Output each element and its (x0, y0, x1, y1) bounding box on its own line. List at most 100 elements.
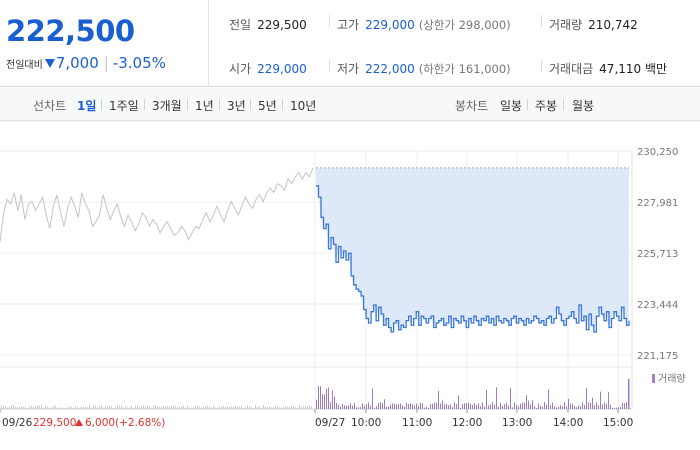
prev-day-date: 09/26 (2, 417, 33, 429)
period-1y[interactable]: 1년 (195, 99, 214, 113)
volume-bar (350, 403, 351, 409)
period-3y[interactable]: 3년 (227, 99, 246, 113)
change-label: 전일대비 (6, 60, 43, 71)
period-1w[interactable]: 1주일 (109, 99, 139, 113)
period-5y[interactable]: 5년 (258, 99, 277, 113)
stat-open: 시가 229,000 (229, 60, 307, 77)
volume-bar (358, 407, 359, 409)
volume-bar (5, 406, 6, 409)
volume-bar (43, 407, 44, 409)
volume-bar (602, 404, 603, 409)
volume-bar (233, 406, 234, 409)
volume-bar (291, 406, 292, 409)
volume-bar (620, 407, 621, 409)
volume-bar (183, 405, 184, 409)
y-tick-label: 221,175 (637, 351, 678, 362)
volume-bar (556, 407, 557, 409)
volume-bar (492, 402, 493, 409)
candle-daily[interactable]: 일봉 (500, 99, 523, 113)
volume-bar (21, 406, 22, 409)
period-10y[interactable]: 10년 (290, 99, 317, 113)
volume-bar (107, 406, 108, 409)
volume-bar (133, 407, 134, 409)
divider (187, 99, 188, 110)
volume-bar (466, 403, 467, 409)
volume-bar (474, 403, 475, 409)
trade-value-value: 47,110 백만 (599, 62, 668, 76)
volume-bar (392, 403, 393, 409)
volume-bar (49, 407, 50, 409)
candle-chart-label: 봉차트 (455, 99, 489, 113)
volume-bar (45, 405, 46, 409)
volume-bar (31, 405, 32, 409)
volume-bar (271, 407, 272, 409)
period-3m[interactable]: 3개월 (152, 99, 182, 113)
volume-bar (53, 406, 54, 409)
volume-bar (442, 400, 443, 409)
volume-bar (450, 404, 451, 409)
volume-bar (247, 405, 248, 409)
volume-bar (376, 406, 377, 409)
volume-bar (305, 405, 306, 409)
volume-bar (101, 405, 102, 409)
volume-bar (532, 400, 533, 409)
volume-bar (416, 403, 417, 409)
volume-bar (185, 407, 186, 409)
volume-bar (137, 405, 138, 409)
volume-bar (444, 404, 445, 409)
candle-weekly[interactable]: 주봉 (535, 99, 558, 113)
volume-bar (550, 405, 551, 409)
volume-bar (229, 406, 230, 409)
quote-summary: 222,500 전일대비 7,000 | -3.05% 전일 229,500 고가 229… (0, 0, 700, 87)
volume-bar (414, 405, 415, 409)
volume-bar (57, 407, 58, 409)
volume-bar (434, 402, 435, 409)
volume-bar (19, 407, 20, 409)
volume-bar (384, 399, 385, 409)
volume-bar (334, 396, 335, 409)
volume-bar (81, 406, 82, 409)
volume-bar (370, 405, 371, 409)
change-amount: 7,000 (55, 54, 99, 72)
volume-bar (410, 403, 411, 409)
volume-bar (406, 402, 407, 409)
volume-bar (420, 402, 421, 409)
volume-bar (83, 407, 84, 409)
volume-bar (71, 406, 72, 409)
volume-bar (544, 402, 545, 409)
volume-bar (311, 406, 312, 409)
volume-bar (287, 406, 288, 409)
volume-bar (119, 405, 120, 409)
volume-bar (7, 407, 8, 409)
volume-bar (55, 405, 56, 409)
volume-bar (211, 407, 212, 409)
volume-bar (346, 405, 347, 409)
candle-monthly[interactable]: 월봉 (572, 99, 595, 113)
volume-bar (606, 403, 607, 409)
high-label: 고가 (337, 18, 360, 32)
volume-bar (117, 405, 118, 409)
price-chart-svg[interactable]: 230,250 227,981 225,713 223,444 221,175 09/2… (0, 121, 700, 450)
lower-limit: (하한가 161,000) (418, 62, 511, 76)
volume-bar (470, 403, 471, 409)
volume-bar (293, 405, 294, 409)
volume-bar (25, 407, 26, 409)
volume-bar (424, 407, 425, 409)
volume-bar (382, 403, 383, 409)
intraday-chart[interactable]: 230,250 227,981 225,713 223,444 221,175 09/2… (0, 121, 700, 450)
volume-bar (177, 406, 178, 409)
up-arrow-icon (75, 419, 83, 426)
volume-bar (604, 402, 605, 409)
volume-bar (510, 388, 511, 409)
volume-bar (163, 406, 164, 409)
period-1d[interactable]: 1일 (77, 99, 97, 113)
volume-bar (360, 407, 361, 409)
high-value: 229,000 (365, 18, 415, 32)
volume-bar (95, 405, 96, 409)
volume-bar (484, 406, 485, 409)
volume-bar (209, 406, 210, 409)
volume-bar (430, 404, 431, 409)
volume-bar (255, 405, 256, 409)
volume-bar (3, 406, 4, 409)
volume-bar (113, 407, 114, 409)
